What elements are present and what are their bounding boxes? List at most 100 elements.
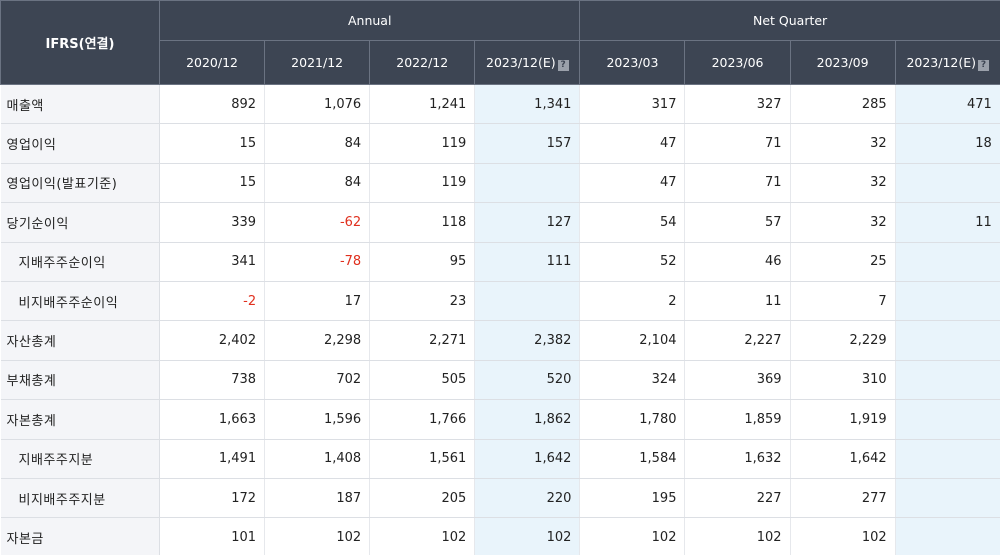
table-cell: 2,402 — [159, 320, 266, 361]
table-cell: 195 — [579, 478, 686, 519]
row-label: 비지배주주순이익 — [0, 281, 160, 322]
period-header: 2023/12(E)? — [894, 40, 1000, 85]
table-cell: 1,341 — [474, 84, 581, 125]
table-row: 비지배주주지분 172 187 205 220 195 227 277 — [0, 478, 1000, 519]
table-cell: 1,076 — [264, 84, 371, 125]
table-row: 지배주주지분 1,491 1,408 1,561 1,642 1,584 1,632 1,64… — [0, 439, 1000, 479]
table-cell: 11 — [895, 202, 1000, 243]
table-cell: 205 — [369, 478, 476, 519]
table-cell: 324 — [579, 360, 686, 401]
table-cell — [474, 163, 581, 204]
table-row: 부채총계 738 702 505 520 324 369 310 — [0, 360, 1000, 401]
table-row: 비지배주주순이익 -2 17 23 2 11 7 — [0, 281, 1000, 322]
table-cell: 220 — [474, 478, 581, 519]
table-cell: 32 — [790, 202, 896, 243]
group-header-annual: Annual — [158, 0, 581, 41]
table-body: 매출액 892 1,076 1,241 1,341 317 327 285 471 영업이익 15 8… — [0, 84, 1000, 555]
period-label: 2020/12 — [186, 55, 239, 70]
table-cell: 46 — [684, 242, 791, 282]
table-cell: 1,241 — [369, 84, 476, 125]
table-cell: 1,584 — [579, 439, 686, 479]
table-cell: 127 — [474, 202, 581, 243]
table-cell: 2,227 — [684, 320, 791, 361]
table-cell: 15 — [159, 163, 266, 204]
table-cell: 2,271 — [369, 320, 476, 361]
table-row: 영업이익(발표기준) 15 84 119 47 71 32 — [0, 163, 1000, 204]
table-cell: 1,632 — [684, 439, 791, 479]
period-header: 2021/12 — [264, 40, 371, 85]
table-cell: 18 — [895, 123, 1000, 164]
row-label: 지배주주지분 — [0, 439, 160, 479]
period-label: 2023/12(E) — [486, 54, 556, 70]
table-cell: 285 — [790, 84, 896, 125]
table-cell — [895, 517, 1000, 555]
table-cell: 25 — [790, 242, 896, 282]
table-cell: 32 — [790, 123, 896, 164]
table-cell: 102 — [474, 517, 581, 555]
estimate-info-icon[interactable]: ? — [978, 59, 990, 71]
table-cell: 1,862 — [474, 399, 581, 440]
table-cell: 892 — [159, 84, 266, 125]
table-cell — [895, 439, 1000, 479]
table-cell — [474, 281, 581, 322]
table-row: 자본금 101 102 102 102 102 102 102 — [0, 517, 1000, 555]
table-header: IFRS(연결) Annual Net Quarter 2020/12 2021/… — [0, 0, 1000, 85]
table-cell: 2,298 — [264, 320, 371, 361]
table-row: 매출액 892 1,076 1,241 1,341 317 327 285 471 — [0, 84, 1000, 125]
row-label: 매출액 — [0, 84, 160, 125]
table-cell: 47 — [579, 123, 686, 164]
table-cell — [895, 399, 1000, 440]
table-cell: 1,642 — [790, 439, 896, 479]
table-cell: 505 — [369, 360, 476, 401]
table-cell: 1,642 — [474, 439, 581, 479]
corner-label: IFRS(연결) — [0, 0, 160, 85]
row-label: 영업이익(발표기준) — [0, 163, 160, 204]
table-cell: 32 — [790, 163, 896, 204]
period-header: 2022/12 — [369, 40, 476, 85]
table-cell: 17 — [264, 281, 371, 322]
table-cell: 52 — [579, 242, 686, 282]
period-label: 2023/06 — [711, 55, 764, 70]
table-cell: 102 — [579, 517, 686, 555]
table-cell: 172 — [159, 478, 266, 519]
table-cell — [895, 320, 1000, 361]
table-cell: 15 — [159, 123, 266, 164]
row-label: 부채총계 — [0, 360, 160, 401]
table-row: 당기순이익 339 -62 118 127 54 57 32 11 — [0, 202, 1000, 243]
period-label: 2021/12 — [291, 55, 344, 70]
table-cell: 7 — [790, 281, 896, 322]
table-cell: 317 — [579, 84, 686, 125]
row-label: 자본금 — [0, 517, 160, 555]
table-row: 지배주주순이익 341 -78 95 111 52 46 25 — [0, 242, 1000, 282]
period-label: 2023/09 — [816, 55, 869, 70]
table-cell: 2,382 — [474, 320, 581, 361]
period-label: 2023/03 — [606, 55, 659, 70]
table-row: 자본총계 1,663 1,596 1,766 1,862 1,780 1,859 1,919 — [0, 399, 1000, 440]
table-cell: 702 — [264, 360, 371, 401]
table-cell — [895, 163, 1000, 204]
group-header-net-quarter: Net Quarter — [579, 0, 1000, 41]
table-cell: 119 — [369, 123, 476, 164]
table-cell: 1,408 — [264, 439, 371, 479]
table-cell: 187 — [264, 478, 371, 519]
row-label: 비지배주주지분 — [0, 478, 160, 519]
estimate-info-icon[interactable]: ? — [557, 59, 569, 71]
table-cell: 738 — [159, 360, 266, 401]
table-cell: 95 — [369, 242, 476, 282]
table-cell: 2,104 — [579, 320, 686, 361]
period-header: 2023/03 — [579, 40, 686, 85]
table-cell: 118 — [369, 202, 476, 243]
table-cell: 339 — [159, 202, 266, 243]
table-cell: -2 — [159, 281, 266, 322]
table-cell: 310 — [790, 360, 896, 401]
table-cell: -62 — [264, 202, 371, 243]
table-cell: 47 — [579, 163, 686, 204]
table-cell — [895, 242, 1000, 282]
table-cell: 369 — [684, 360, 791, 401]
row-label: 자본총계 — [0, 399, 160, 440]
row-label: 영업이익 — [0, 123, 160, 164]
table-cell: 102 — [369, 517, 476, 555]
table-cell: 1,663 — [159, 399, 266, 440]
table-cell: 54 — [579, 202, 686, 243]
table-row: 영업이익 15 84 119 157 47 71 32 18 — [0, 123, 1000, 164]
